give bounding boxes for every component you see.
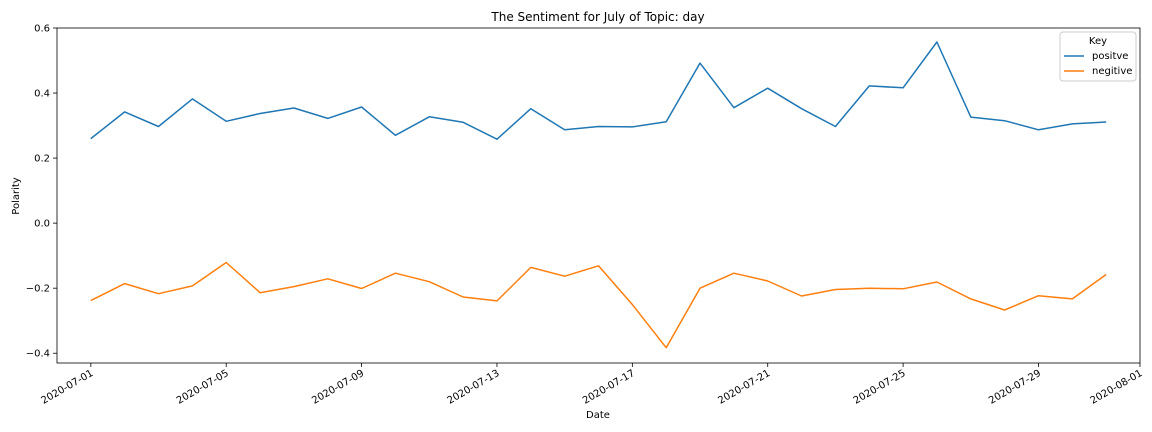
y-tick-label: −0.4 bbox=[26, 349, 50, 360]
y-tick-label: 0.0 bbox=[34, 219, 50, 230]
x-tick-label: 2020-07-17 bbox=[581, 368, 637, 407]
x-tick-label: 2020-07-13 bbox=[446, 368, 502, 407]
legend-label-negitive: negitive bbox=[1092, 66, 1132, 77]
plot-frame bbox=[56, 27, 1141, 364]
x-tick-label: 2020-07-01 bbox=[40, 368, 96, 407]
x-axis: 2020-07-01 2020-07-05 2020-07-09 2020-07-13… bbox=[40, 363, 1145, 407]
x-axis-label: Date bbox=[586, 410, 610, 421]
y-axis: −0.4 −0.2 0.0 0.2 0.4 0.6 bbox=[26, 24, 57, 360]
series-layer bbox=[90, 41, 1107, 349]
x-tick-label: 2020-07-25 bbox=[852, 368, 908, 407]
x-tick-label: 2020-07-09 bbox=[310, 368, 366, 407]
chart-title: The Sentiment for July of Topic: day bbox=[490, 10, 704, 24]
x-tick-label: 2020-07-05 bbox=[175, 368, 231, 407]
legend-title: Key bbox=[1089, 36, 1107, 47]
series-line-negitive bbox=[90, 261, 1107, 349]
y-tick-label: 0.6 bbox=[34, 24, 50, 35]
legend-label-positve: positve bbox=[1092, 51, 1128, 62]
y-axis-label: Polarity bbox=[11, 177, 22, 215]
legend-box bbox=[1059, 31, 1137, 82]
y-tick-label: −0.2 bbox=[26, 284, 50, 295]
y-tick-label: 0.4 bbox=[34, 89, 50, 100]
legend: Key positve negitive bbox=[1059, 31, 1137, 82]
series-line-positve bbox=[90, 41, 1107, 140]
x-tick-label: 2020-07-29 bbox=[987, 368, 1043, 407]
x-tick-label: 2020-08-01 bbox=[1089, 368, 1145, 407]
y-tick-label: 0.2 bbox=[34, 154, 50, 165]
x-tick-label: 2020-07-21 bbox=[716, 368, 772, 407]
